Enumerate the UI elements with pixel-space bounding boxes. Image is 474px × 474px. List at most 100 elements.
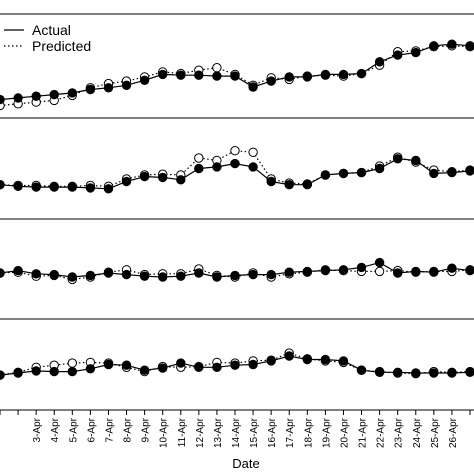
x-tick-label: 26-Apr [448,417,459,448]
x-tick-label: 7-Apr [104,417,115,442]
x-tick-label: 24-Apr [412,417,423,448]
panel-1-actual-point [411,47,421,58]
panel-1-actual-point [85,84,96,95]
panel-4-predicted-point [67,358,78,368]
panel-2-actual-point [13,181,23,192]
x-tick-label: 10-Apr [159,417,170,448]
panel-2-actual-point [230,158,240,169]
panel-2-predicted-point [194,153,204,163]
panel-1-actual-point [121,80,132,91]
panel-3-predicted-point [374,266,385,277]
panel-1-actual-point [248,82,258,92]
panel-1-actual-point [194,70,204,80]
x-tick-label: 21-Apr [358,417,369,448]
x-tick-label: 19-Apr [321,417,332,448]
panel-1-actual-point [320,69,331,80]
panel-2-actual-point [338,168,349,179]
panel-1 [0,13,474,119]
panel-3-actual-point [411,266,421,277]
panel-1-actual-point [338,69,349,80]
panel-2-actual-point [212,162,222,172]
panel-2-actual-point [194,163,204,174]
panel-1-actual-point [356,68,367,79]
panel-3-actual-point [284,267,294,277]
legend-predicted-label: Predicted [32,38,91,54]
panel-3-actual-point [230,270,240,281]
panel-4-actual-point [139,365,150,375]
panel-2-actual-point [266,176,276,187]
panel-4-actual-point [85,364,96,374]
panel-4-actual-point [266,356,276,366]
panel-4-actual-point [0,370,5,380]
panel-1-actual-point [212,71,222,81]
panel-1-actual-point [158,69,168,80]
panel-4-actual-point [320,354,331,365]
panel-4-actual-point [429,368,439,378]
panel-2-actual-point [139,171,150,182]
panel-3-actual-point [393,268,403,278]
panel-3 [0,218,474,320]
panel-3-actual-point [447,263,457,273]
panel-4-actual-point [31,366,41,376]
panel-1-actual-point [429,41,439,51]
panel-2-actual-point [284,180,294,190]
x-tick-label: 11-Apr [177,417,188,447]
panel-2-actual-point [393,154,403,164]
x-tick-label: 9-Apr [141,417,152,442]
panel-3-actual-point [248,269,258,280]
x-tick-label: 3-Apr [32,417,43,442]
x-tick-label: 13-Apr [213,417,224,448]
panel-4-frame [0,318,474,411]
panel-2-actual-point [85,183,96,193]
panel-4-actual-point [284,351,294,361]
legend: Actual Predicted [4,22,91,54]
panel-2 [0,117,474,220]
x-tick-label: 18-Apr [303,417,314,448]
panel-3-actual-point [121,269,132,280]
panel-2-predicted-point [230,146,240,156]
panel-3-actual-point [67,272,78,282]
panel-4-actual-point [302,354,312,365]
panel-3-actual-point [320,265,331,276]
panel-4-actual-point [248,359,258,370]
panel-4-actual-point [393,367,403,377]
x-tick-label: 20-Apr [339,417,350,448]
panel-3-actual-point [465,265,474,276]
panel-2-actual-point [447,167,457,178]
panel-1-actual-point [31,91,41,101]
x-tick-label: 23-Apr [394,417,405,448]
x-tick-label: 8-Apr [123,417,134,442]
panel-2-actual-point [67,182,78,192]
panel-3-actual-point [212,272,222,282]
panel-3-actual-point [429,267,439,277]
panel-2-actual-point [31,182,41,192]
panel-4 [0,318,474,411]
panel-1-actual-point [393,50,403,60]
panel-4-actual-point [212,362,222,372]
panel-4-actual-point [465,367,474,377]
panel-1-actual-point [465,41,474,51]
panel-4-actual-point [103,359,114,370]
panel-2-actual-point [158,172,168,183]
panel-1-actual-point [49,89,59,100]
panel-4-actual-point [49,366,59,377]
panel-1-actual-point [67,88,78,98]
panel-1-predicted-point [212,62,222,73]
panel-4-actual-point [411,368,421,378]
panel-1-actual-point [302,72,312,82]
panel-3-actual-point [176,271,186,281]
panel-2-actual-point [49,182,59,192]
legend-actual-label: Actual [32,22,71,38]
x-tick-label: 14-Apr [231,417,242,448]
panel-1-actual-point [139,75,150,86]
panel-4-actual-point [67,366,78,377]
x-tick-label: 12-Apr [195,417,206,448]
x-tick-label: 5-Apr [68,417,79,442]
panel-1-actual-point [0,94,5,105]
panel-1-actual-point [284,72,294,82]
panel-2-actual-point [465,166,474,176]
x-axis: 3-Apr 4-Apr 5-Apr 6-Apr 7-Apr 8-Apr 9-Apr 10-Ap… [0,410,471,448]
x-tick-label: 15-Apr [249,417,260,448]
x-tick-label: 22-Apr [376,417,387,448]
